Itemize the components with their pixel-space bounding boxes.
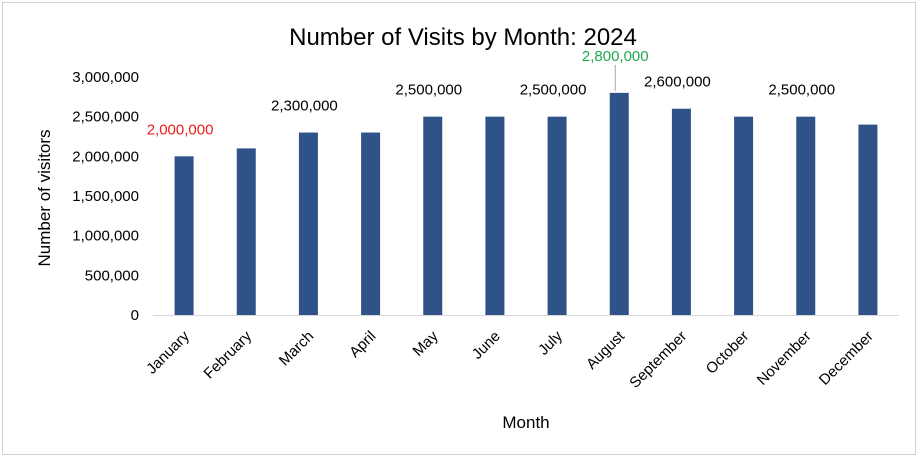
- y-axis: 0 500,000 1,000,000 1,500,000 2,000,000 2,500…: [72, 69, 139, 324]
- data-label-september: 2,600,000: [644, 74, 711, 91]
- bar-july: [547, 116, 567, 316]
- bar-chart: Number of Visits by Month: 2024 Number o…: [35, 24, 899, 432]
- x-tick-label: September: [626, 328, 690, 392]
- bar-december: [858, 124, 878, 315]
- x-tick-label: February: [201, 327, 256, 382]
- x-tick-label: October: [703, 328, 753, 378]
- data-label-august: 2,800,000: [582, 48, 649, 65]
- x-axis: January February March April May June July Augu…: [143, 327, 877, 391]
- data-label-march: 2,300,000: [271, 98, 338, 115]
- x-tick-label: March: [276, 328, 317, 369]
- data-label-july: 2,500,000: [520, 82, 587, 99]
- y-tick-label: 1,000,000: [72, 228, 139, 245]
- bar-august: [609, 92, 629, 315]
- x-tick-label: November: [754, 328, 815, 389]
- data-labels: 2,000,000 2,300,000 2,500,000 2,500,000 2,80…: [147, 48, 835, 138]
- bar-january: [174, 156, 194, 315]
- data-label-may: 2,500,000: [395, 82, 462, 99]
- bar-february: [236, 148, 256, 315]
- bars: [153, 92, 899, 316]
- x-tick-label: August: [583, 327, 629, 373]
- data-label-november: 2,500,000: [768, 82, 835, 99]
- data-label-january: 2,000,000: [147, 121, 214, 138]
- bar-april: [361, 132, 381, 315]
- x-tick-label: December: [816, 328, 877, 389]
- y-tick-label: 0: [131, 307, 139, 324]
- bar-june: [485, 116, 505, 316]
- x-axis-title: Month: [502, 413, 549, 432]
- x-tick-label: January: [143, 327, 193, 377]
- y-tick-label: 1,500,000: [72, 188, 139, 205]
- bar-may: [423, 116, 443, 316]
- y-tick-label: 500,000: [85, 267, 139, 284]
- x-tick-label: June: [469, 328, 504, 363]
- bar-march: [298, 132, 318, 315]
- y-tick-label: 2,500,000: [72, 109, 139, 126]
- bar-september: [671, 108, 691, 315]
- y-axis-title: Number of visitors: [35, 130, 54, 267]
- x-tick-label: April: [346, 328, 379, 361]
- chart-title: Number of Visits by Month: 2024: [289, 24, 637, 51]
- x-tick-label: May: [410, 327, 442, 359]
- bar-october: [734, 116, 754, 316]
- bar-november: [796, 116, 816, 316]
- x-tick-label: July: [535, 327, 566, 358]
- y-tick-label: 3,000,000: [72, 69, 139, 86]
- y-tick-label: 2,000,000: [72, 148, 139, 165]
